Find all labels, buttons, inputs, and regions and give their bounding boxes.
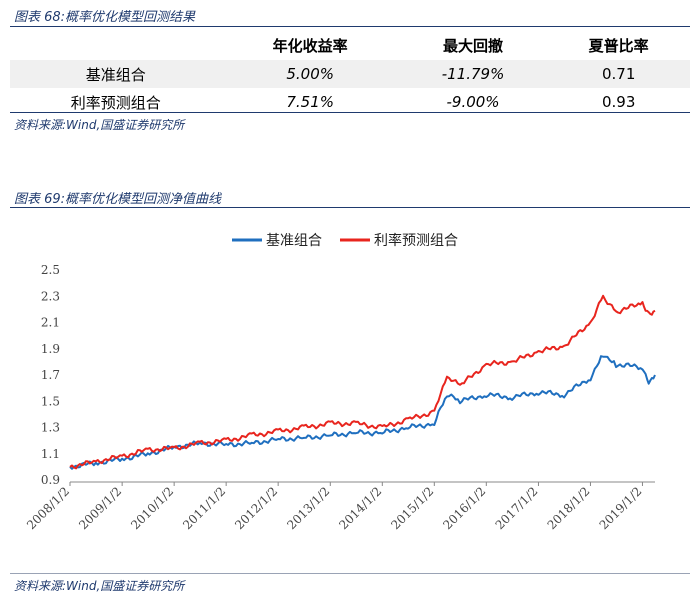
max-drawdown-value: -11.79%: [398, 60, 548, 88]
x-tick-label: 2017/1/2: [493, 484, 541, 532]
y-tick-label: 0.9: [41, 473, 60, 487]
x-tick-label: 2016/1/2: [440, 484, 488, 532]
series-line-rate-forecast: [69, 294, 656, 470]
table-header-blank: [10, 30, 222, 60]
series-line-benchmark: [69, 355, 656, 470]
chart-bottom-rule: [10, 573, 690, 574]
sharpe-value: 0.71: [547, 60, 690, 88]
annual-return-value: 5.00%: [221, 60, 399, 88]
row-label: 利率预测组合: [70, 93, 161, 112]
y-tick-label: 1.7: [41, 368, 60, 382]
x-axis: 2008/1/2 2009/1/2 2010/1/2 2011/1/2 2012/1/2…: [24, 481, 655, 532]
row-label: 基准组合: [10, 60, 222, 88]
annual-return-value: 7.51%: [286, 93, 335, 111]
chart-legend: 基准组合 利率预测组合: [232, 232, 458, 249]
legend-label: 利率预测组合: [374, 232, 458, 249]
table-header-sharpe: 夏普比率: [588, 36, 649, 55]
table-row: 利率预测组合 7.51% -9.00% 0.93: [10, 88, 690, 116]
table-source-note: 资料来源:Wind,国盛证券研究所: [14, 118, 185, 132]
y-tick-label: 1.9: [41, 342, 60, 356]
legend-label: 基准组合: [266, 232, 322, 249]
chart-source-note: 资料来源:Wind,国盛证券研究所: [14, 579, 185, 593]
y-tick-label: 1.1: [41, 447, 60, 461]
chart-top-rule: [10, 207, 690, 208]
y-tick-label: 2.1: [41, 316, 60, 330]
table-header-annual-return: 年化收益率: [272, 36, 348, 55]
x-tick-label: 2014/1/2: [336, 484, 384, 532]
y-tick-label: 2.5: [41, 263, 60, 277]
y-axis: 0.9 1.1 1.3 1.5 1.7 1.9 2.1 2.3 2.5: [41, 263, 60, 487]
table-header-max-drawdown: 最大回撤: [443, 36, 504, 55]
x-tick-label: 2009/1/2: [76, 484, 124, 532]
max-drawdown-value: -9.00%: [446, 93, 500, 111]
x-tick-label: 2011/1/2: [180, 484, 228, 532]
table-bottom-rule: [10, 112, 690, 113]
x-tick-label: 2015/1/2: [388, 484, 436, 532]
x-tick-label: 2019/1/2: [597, 484, 645, 532]
net-value-line-chart: 基准组合 利率预测组合 0.9 1.1 1.3 1.5 1.7 1.9 2.1 2.3 2.5 2…: [24, 232, 656, 532]
y-tick-label: 1.3: [41, 421, 60, 435]
y-tick-label: 2.3: [41, 289, 60, 303]
table-top-rule: [10, 26, 690, 27]
x-tick-label: 2018/1/2: [545, 484, 593, 532]
x-tick-label: 2012/1/2: [232, 484, 280, 532]
table-figure-title: 图表 68:概率优化模型回测结果: [14, 10, 196, 25]
chart-series: [69, 294, 656, 470]
y-tick-label: 1.5: [41, 394, 60, 408]
performance-table: 年化收益率 最大回撤 夏普比率 基准组合 5.00% -11.79% 0.71 …: [10, 30, 690, 116]
x-tick-label: 2013/1/2: [284, 484, 332, 532]
sharpe-value: 0.93: [601, 93, 636, 111]
x-tick-label: 2010/1/2: [128, 484, 176, 532]
x-tick-label: 2008/1/2: [24, 484, 72, 532]
table-header-row: 年化收益率 最大回撤 夏普比率: [10, 30, 690, 60]
table-row: 基准组合 5.00% -11.79% 0.71: [10, 60, 690, 88]
chart-figure-title: 图表 69:概率优化模型回测净值曲线: [14, 192, 222, 207]
